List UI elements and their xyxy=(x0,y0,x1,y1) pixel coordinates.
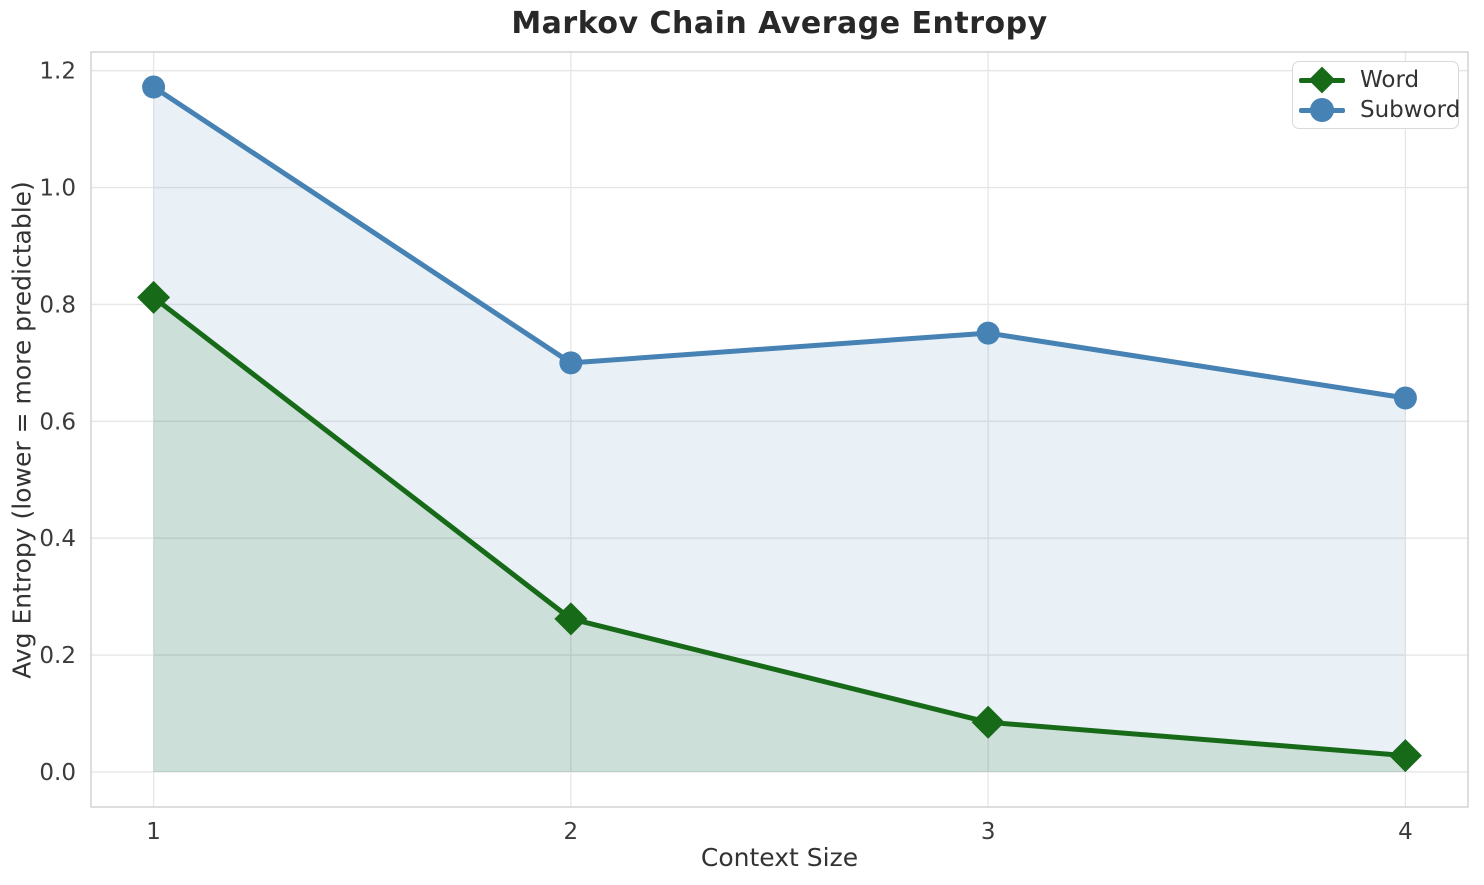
word-marker xyxy=(1388,739,1422,773)
word-diamond-icon xyxy=(1308,66,1336,94)
x-tick-label: 4 xyxy=(1398,819,1413,845)
legend-item-subword: Subword xyxy=(1299,95,1460,125)
subword-marker xyxy=(559,351,583,375)
legend: Word Subword xyxy=(1292,61,1460,129)
legend-label-subword: Subword xyxy=(1360,97,1461,123)
subword-marker xyxy=(142,75,166,99)
word-marker xyxy=(971,705,1005,739)
chart-title: Markov Chain Average Entropy xyxy=(511,6,1048,41)
subword-line xyxy=(151,84,1408,401)
subword-marker xyxy=(1393,386,1417,410)
word-line xyxy=(151,294,1408,759)
legend-item-word: Word xyxy=(1299,65,1450,95)
x-tick-label: 1 xyxy=(146,819,161,845)
y-tick-label: 1.0 xyxy=(39,176,76,202)
y-tick-label: 0.0 xyxy=(39,760,76,786)
legend-sample-word xyxy=(1299,65,1345,95)
x-tick-label: 2 xyxy=(564,819,579,845)
x-axis-label: Context Size xyxy=(700,843,859,872)
y-tick-label: 0.2 xyxy=(39,643,76,669)
y-tick-label: 0.4 xyxy=(39,526,76,552)
subword-circle-icon xyxy=(1310,98,1334,122)
plot-border xyxy=(90,51,1469,808)
x-tick-label: 3 xyxy=(981,819,996,845)
word-area-fill xyxy=(153,297,1406,772)
word-marker xyxy=(554,602,588,636)
y-tick-label: 0.8 xyxy=(39,292,76,318)
y-tick-label: 1.2 xyxy=(39,59,76,85)
y-tick-label: 0.6 xyxy=(39,409,76,435)
legend-label-word: Word xyxy=(1360,67,1420,93)
word-marker xyxy=(137,280,171,314)
subword-marker xyxy=(976,321,1000,345)
subword-area-fill xyxy=(153,87,1406,772)
legend-sample-subword xyxy=(1299,95,1345,125)
plot-background xyxy=(91,52,1468,807)
